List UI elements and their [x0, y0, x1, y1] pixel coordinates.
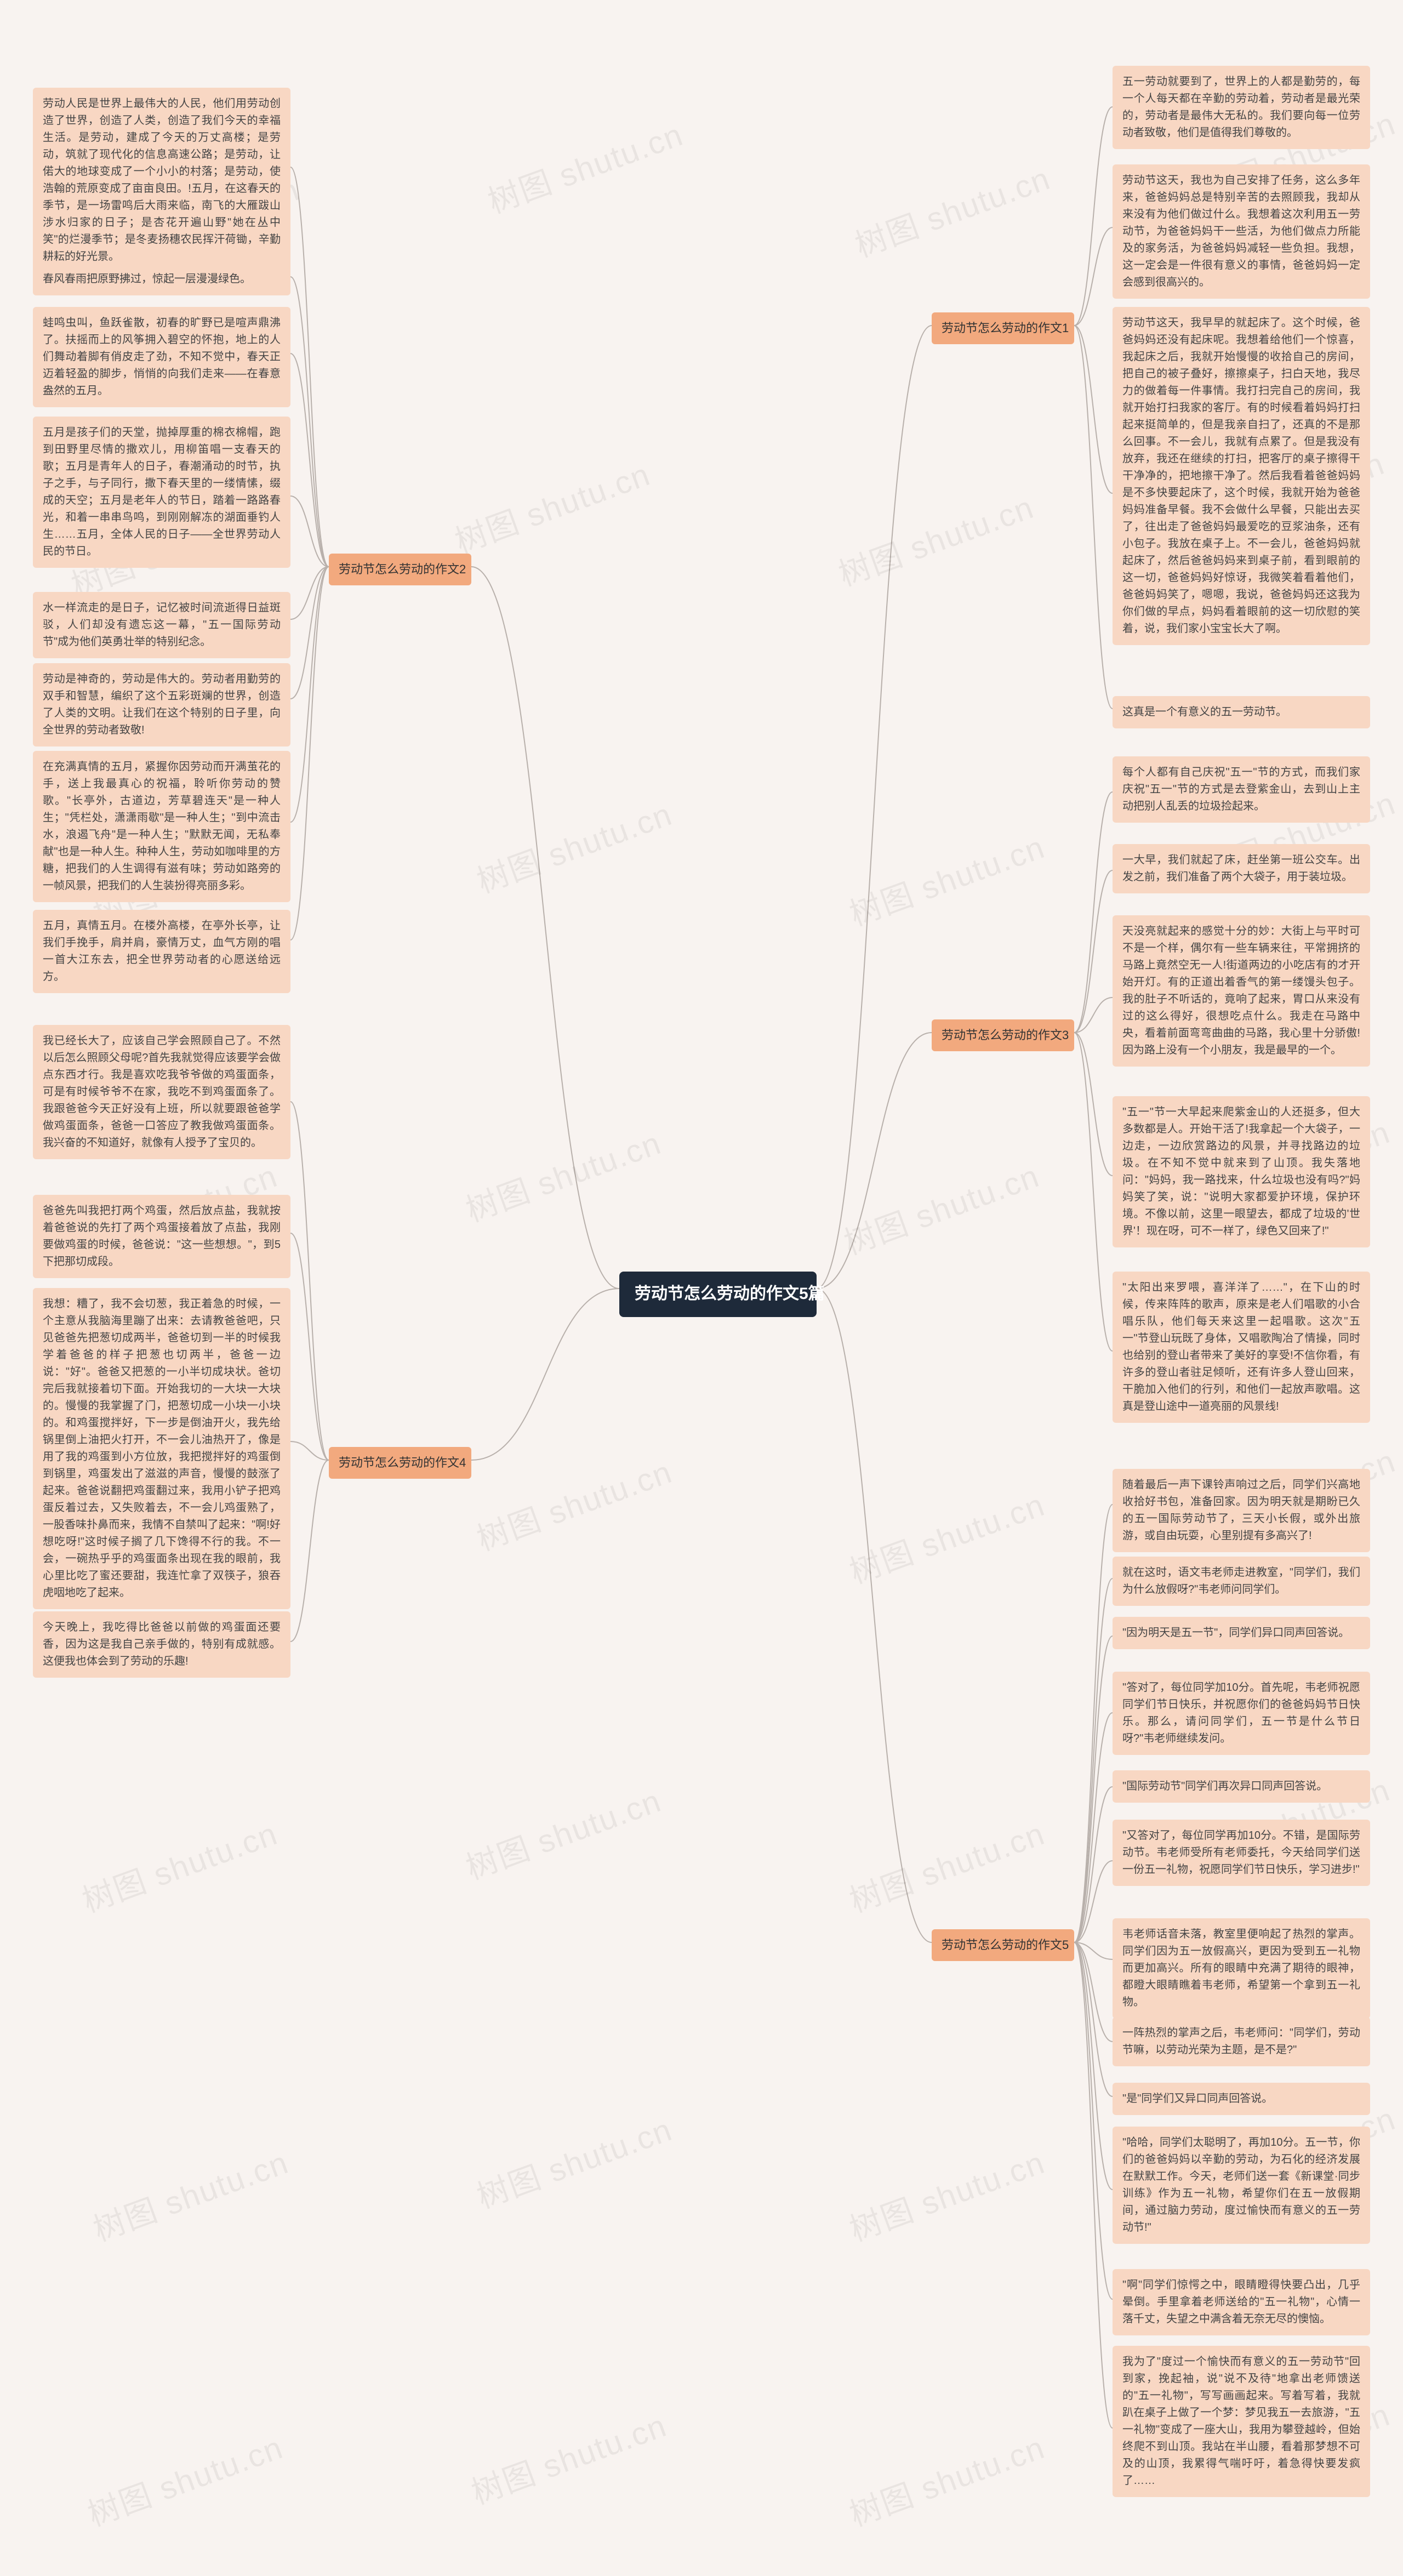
- leaf-node: 在充满真情的五月，紧握你因劳动而开满茧花的手，送上我最真心的祝福，聆听你劳动的赞…: [33, 751, 290, 902]
- leaf-node: 五一劳动就要到了，世界上的人都是勤劳的，每一个人每天都在辛勤的劳动着，劳动者是最…: [1113, 66, 1370, 149]
- leaf-node: "太阳出来罗喂，喜洋洋了……"，在下山的时候，传来阵阵的歌声，原来是老人们唱歌的…: [1113, 1272, 1370, 1423]
- branch-node: 劳动节怎么劳动的作文4: [329, 1447, 471, 1479]
- leaf-node: 水一样流走的是日子，记忆被时间流逝得日益斑驳，人们却没有遗忘这一幕，"五一国际劳…: [33, 592, 290, 658]
- watermark: 树图 shutu.cn: [75, 1808, 283, 1922]
- watermark: 树图 shutu.cn: [464, 2400, 672, 2514]
- watermark: 树图 shutu.cn: [481, 109, 689, 223]
- watermark: 树图 shutu.cn: [470, 1446, 678, 1560]
- watermark: 树图 shutu.cn: [831, 482, 1040, 595]
- leaf-node: 劳动节这天，我早早的就起床了。这个时候，爸爸妈妈还没有起床呢。我想着给他们一个惊…: [1113, 307, 1370, 645]
- leaf-node: "五一"节一大早起来爬紫金山的人还挺多，但大多数都是人。开始干活了!我拿起一个大…: [1113, 1096, 1370, 1247]
- leaf-node: 随着最后一声下课铃声响过之后，同学们兴高地收拾好书包，准备回家。因为明天就是期盼…: [1113, 1469, 1370, 1552]
- leaf-node: 韦老师话音未落，教室里便响起了热烈的掌声。同学们因为五一放假高兴，更因为受到五一…: [1113, 1918, 1370, 2019]
- watermark: 树图 shutu.cn: [459, 1775, 667, 1889]
- leaf-node: 我已经长大了，应该自己学会照顾自己了。不然以后怎么照顾父母呢?首先我就觉得应该要…: [33, 1025, 290, 1159]
- leaf-node: 劳动人民是世界上最伟大的人民，他们用劳动创造了世界，创造了人类，创造了我们今天的…: [33, 88, 290, 273]
- leaf-node: 我想：糟了，我不会切葱，我正着急的时候，一个主意从我脑海里蹦了出来：去请教爸爸吧…: [33, 1288, 290, 1609]
- center-node: 劳动节怎么劳动的作文5篇: [619, 1272, 817, 1317]
- watermark: 树图 shutu.cn: [837, 1150, 1045, 1264]
- watermark: 树图 shutu.cn: [848, 153, 1056, 266]
- branch-node: 劳动节怎么劳动的作文1: [932, 312, 1074, 344]
- leaf-node: 每个人都有自己庆祝"五一"节的方式，而我们家庆祝"五一"节的方式是去登紫金山，去…: [1113, 756, 1370, 823]
- leaf-node: "又答对了，每位同学再加10分。不错，是国际劳动节。韦老师受所有老师委托，今天给…: [1113, 1820, 1370, 1886]
- leaf-node: 就在这时，语文韦老师走进教室，"同学们，我们为什么放假呀?"韦老师问同学们。: [1113, 1557, 1370, 1606]
- watermark: 树图 shutu.cn: [86, 2137, 294, 2250]
- watermark: 树图 shutu.cn: [459, 1118, 667, 1231]
- leaf-node: "是"同学们又异口同声回答说。: [1113, 2083, 1370, 2115]
- leaf-node: 我为了"度过一个愉快而有意义的五一劳动节"回到家，挽起袖，说"说不及待"地拿出老…: [1113, 2346, 1370, 2497]
- watermark: 树图 shutu.cn: [842, 822, 1051, 935]
- watermark: 树图 shutu.cn: [842, 2137, 1051, 2250]
- watermark: 树图 shutu.cn: [842, 1808, 1051, 1922]
- leaf-node: 劳动节这天，我也为自己安排了任务，这么多年来，爸爸妈妈总是特别辛苦的去照顾我，我…: [1113, 164, 1370, 299]
- leaf-node: 劳动是神奇的，劳动是伟大的。劳动者用勤劳的双手和智慧，编织了这个五彩斑斓的世界，…: [33, 663, 290, 746]
- leaf-node: "答对了，每位同学加10分。首先呢，韦老师祝愿同学们节日快乐，并祝愿你们的爸爸妈…: [1113, 1672, 1370, 1755]
- leaf-node: 一阵热烈的掌声之后，韦老师问："同学们，劳动节嘛，以劳动光荣为主题，是不是?": [1113, 2017, 1370, 2066]
- leaf-node: 一大早，我们就起了床，赶坐第一班公交车。出发之前，我们准备了两个大袋子，用于装垃…: [1113, 844, 1370, 893]
- watermark: 树图 shutu.cn: [842, 1479, 1051, 1593]
- branch-node: 劳动节怎么劳动的作文2: [329, 554, 471, 585]
- leaf-node: 这真是一个有意义的五一劳动节。: [1113, 696, 1370, 728]
- mindmap-canvas: 树图 shutu.cn 树图 shutu.cn 树图 shutu.cn 树图 shut…: [0, 0, 1403, 2576]
- leaf-node: 今天晚上，我吃得比爸爸以前做的鸡蛋面还要香，因为这是我自己亲手做的，特别有成就感…: [33, 1611, 290, 1678]
- leaf-node: "啊"同学们惊愕之中，眼睛瞪得快要凸出，几乎晕倒。手里拿着老师送给的"五一礼物"…: [1113, 2269, 1370, 2335]
- watermark: 树图 shutu.cn: [842, 2422, 1051, 2535]
- leaf-node: "国际劳动节"同学们再次异口同声回答说。: [1113, 1770, 1370, 1803]
- watermark: 树图 shutu.cn: [470, 789, 678, 902]
- leaf-node: 五月是孩子们的天堂，抛掉厚重的棉衣棉帽，跑到田野里尽情的撒欢儿，用柳笛唱一支春天…: [33, 417, 290, 568]
- branch-node: 劳动节怎么劳动的作文5: [932, 1929, 1074, 1961]
- watermark: 树图 shutu.cn: [81, 2422, 289, 2535]
- watermark: 树图 shutu.cn: [470, 2104, 678, 2218]
- leaf-node: 五月，真情五月。在楼外高楼，在亭外长亭，让我们手挽手，肩并肩，豪情万丈，血气方刚…: [33, 910, 290, 993]
- leaf-node: 春风春雨把原野拂过，惊起一层漫漫绿色。: [33, 263, 290, 295]
- watermark: 树图 shutu.cn: [448, 449, 656, 562]
- leaf-node: "哈哈，同学们太聪明了，再加10分。五一节，你们的爸爸妈妈以辛勤的劳动，为石化的…: [1113, 2127, 1370, 2244]
- leaf-node: 爸爸先叫我把打两个鸡蛋，然后放点盐，我就按着爸爸说的先打了两个鸡蛋接着放了点盐，…: [33, 1195, 290, 1278]
- branch-node: 劳动节怎么劳动的作文3: [932, 1019, 1074, 1051]
- leaf-node: 天没亮就起来的感觉十分的妙：大街上与平时可不是一个样，偶尔有一些车辆来往，平常拥…: [1113, 915, 1370, 1067]
- leaf-node: 蛙鸣虫叫，鱼跃雀散，初春的旷野已是喧声鼎沸了。扶摇而上的风筝拥入碧空的怀抱，地上…: [33, 307, 290, 407]
- leaf-node: "因为明天是五一节"，同学们异口同声回答说。: [1113, 1617, 1370, 1649]
